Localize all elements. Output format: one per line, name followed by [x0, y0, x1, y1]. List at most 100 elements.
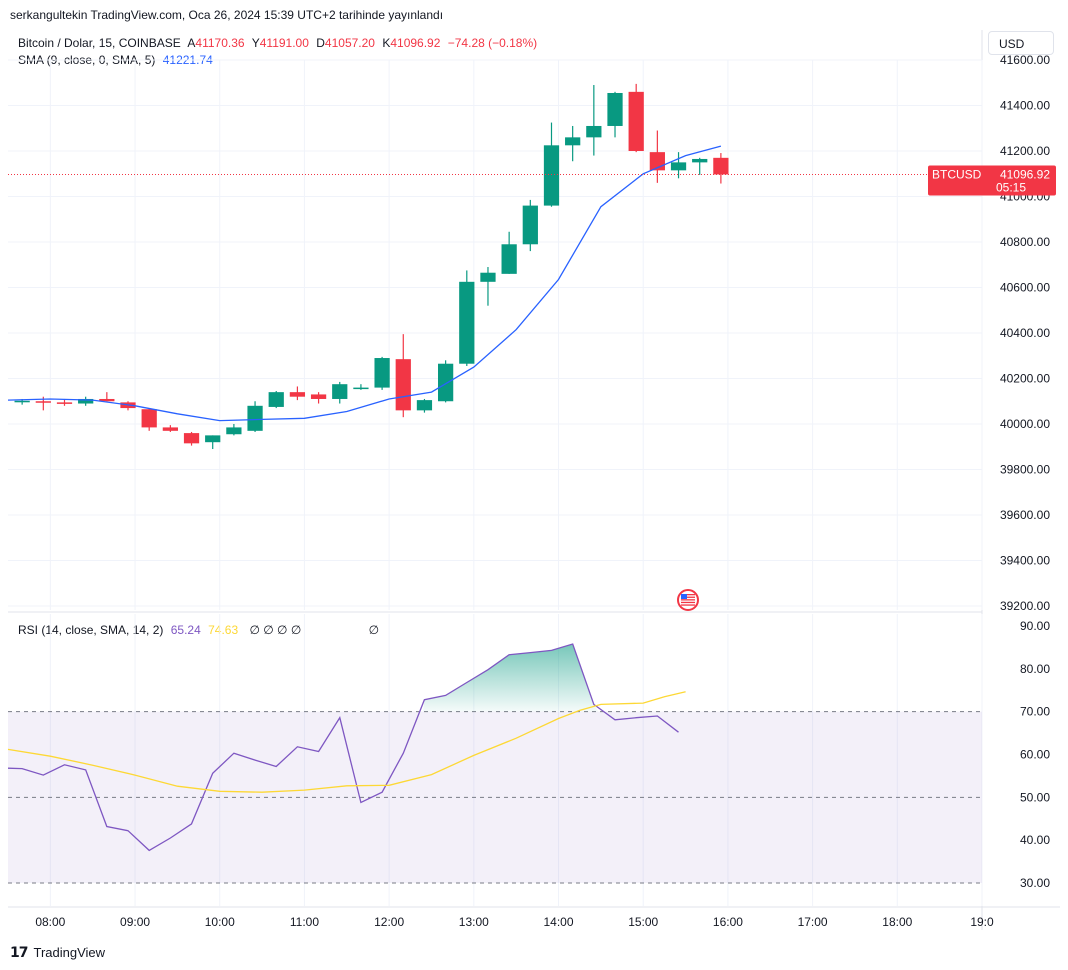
- candle-body[interactable]: [353, 387, 369, 390]
- candle[interactable]: [480, 267, 496, 306]
- candle[interactable]: [162, 425, 178, 432]
- candle-body[interactable]: [501, 244, 517, 274]
- candle-body[interactable]: [459, 281, 475, 364]
- candle[interactable]: [289, 386, 306, 401]
- candle-body[interactable]: [713, 157, 729, 175]
- candle-body[interactable]: [522, 205, 538, 245]
- candle[interactable]: [205, 435, 221, 450]
- candle-body[interactable]: [416, 400, 433, 411]
- rsi-label[interactable]: RSI (14, close, SMA, 14, 2): [18, 623, 164, 637]
- rsi-legend: RSI (14, close, SMA, 14, 2) 65.24 74.63 …: [18, 623, 383, 637]
- candle-body[interactable]: [289, 392, 306, 397]
- time-tick-label: 08:00: [35, 915, 65, 929]
- us-flag-event-icon[interactable]: [677, 589, 699, 611]
- candle-body[interactable]: [35, 401, 51, 403]
- candle[interactable]: [353, 384, 369, 390]
- rsi-value: 65.24: [170, 623, 201, 637]
- candle[interactable]: [268, 391, 284, 409]
- candle-body[interactable]: [162, 427, 178, 431]
- time-tick-label: 12:00: [374, 915, 404, 929]
- candle-body[interactable]: [374, 358, 390, 388]
- candle-body[interactable]: [586, 125, 602, 138]
- candle[interactable]: [565, 125, 581, 162]
- candle-body[interactable]: [205, 435, 221, 443]
- candle-body[interactable]: [310, 394, 327, 399]
- candle-body[interactable]: [226, 427, 242, 435]
- price-tick-label: 40800.00: [1000, 235, 1050, 249]
- flag-stripe: [681, 594, 695, 596]
- candle[interactable]: [522, 199, 538, 252]
- candle-body[interactable]: [628, 91, 644, 151]
- candle[interactable]: [437, 360, 454, 403]
- close-label: K: [382, 36, 391, 50]
- candle[interactable]: [628, 83, 644, 153]
- candle-body[interactable]: [670, 162, 687, 171]
- candle[interactable]: [78, 396, 94, 406]
- candle[interactable]: [183, 431, 200, 446]
- candle[interactable]: [310, 392, 327, 404]
- candle-body[interactable]: [543, 145, 560, 206]
- candle-body[interactable]: [565, 137, 581, 146]
- candle-body[interactable]: [692, 158, 708, 163]
- candle[interactable]: [99, 392, 115, 402]
- candle-body[interactable]: [607, 92, 623, 126]
- badge-price: 41096.92: [1000, 167, 1050, 181]
- flag-stripe: [681, 599, 695, 601]
- candle[interactable]: [56, 398, 73, 406]
- open-value: 41170.36: [195, 36, 245, 50]
- time-tick-label: 19:0: [970, 915, 994, 929]
- rsi-ma-line[interactable]: [7, 691, 686, 793]
- sma-line[interactable]: [7, 145, 722, 422]
- candle[interactable]: [586, 85, 602, 156]
- candle-body[interactable]: [268, 392, 284, 407]
- candle-body[interactable]: [395, 359, 411, 411]
- candle[interactable]: [607, 91, 623, 138]
- low-value: 41057.20: [324, 36, 375, 50]
- candle-body[interactable]: [78, 398, 94, 404]
- candle[interactable]: [670, 152, 687, 179]
- candle[interactable]: [713, 153, 729, 184]
- rsi-line[interactable]: [7, 643, 679, 852]
- publish-line: serkangultekin TradingView.com, Oca 26, …: [10, 8, 444, 22]
- footer: 𝟭𝟳 TradingView: [10, 944, 105, 961]
- candle-body[interactable]: [480, 272, 496, 282]
- candle[interactable]: [332, 381, 348, 404]
- candle[interactable]: [226, 424, 242, 436]
- candle-body[interactable]: [332, 384, 348, 399]
- rsi-tick-label: 60.00: [1020, 748, 1050, 762]
- footer-brand: TradingView: [33, 945, 106, 960]
- time-tick-label: 13:00: [459, 915, 489, 929]
- low-label: D: [316, 36, 325, 50]
- candle[interactable]: [395, 334, 411, 418]
- candle[interactable]: [459, 270, 475, 366]
- price-tick-label: 40000.00: [1000, 417, 1050, 431]
- rsi-tick-label: 80.00: [1020, 662, 1050, 676]
- time-tick-label: 09:00: [120, 915, 150, 929]
- change-value: −74.28 (−0.18%): [447, 36, 538, 50]
- candle-body[interactable]: [247, 405, 263, 431]
- candle-body[interactable]: [14, 400, 30, 403]
- currency-button[interactable]: USD: [988, 31, 1054, 55]
- flag-canton: [681, 594, 687, 599]
- candle-body[interactable]: [56, 402, 73, 404]
- candle[interactable]: [416, 398, 433, 413]
- main-legend: Bitcoin / Dolar, 15, COINBASE A41170.36 …: [18, 36, 541, 50]
- candle[interactable]: [692, 157, 708, 175]
- rsi-tick-label: 90.00: [1020, 619, 1050, 633]
- candle[interactable]: [543, 122, 560, 207]
- candle[interactable]: [501, 231, 517, 274]
- candle[interactable]: [374, 356, 390, 390]
- candle[interactable]: [141, 408, 157, 431]
- candle[interactable]: [649, 130, 665, 183]
- time-tick-label: 11:00: [290, 915, 319, 929]
- symbol-label[interactable]: Bitcoin / Dolar, 15, COINBASE: [18, 36, 181, 50]
- candle[interactable]: [247, 401, 263, 432]
- candle-body[interactable]: [183, 433, 200, 444]
- flag-stripe: [681, 601, 695, 604]
- candle-body[interactable]: [141, 409, 157, 428]
- rsi-tick-label: 40.00: [1020, 833, 1050, 847]
- candle-body[interactable]: [99, 398, 115, 402]
- candle-body[interactable]: [437, 363, 454, 402]
